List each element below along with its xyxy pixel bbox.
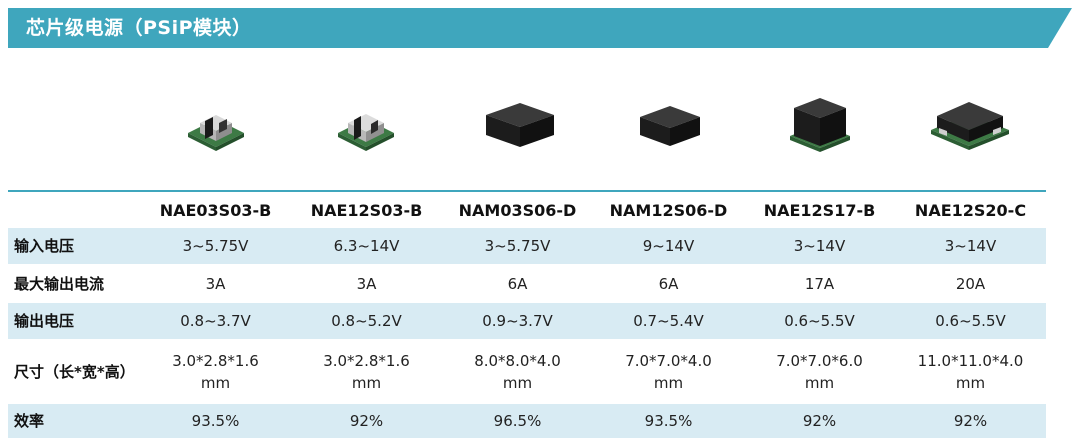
section-banner: 芯片级电源（PSiP模块） (8, 8, 1072, 48)
dimension-value: 7.0*7.0*6.0 (776, 351, 863, 370)
table-cell: 0.6~5.5V (744, 302, 895, 340)
table-cell: 3A (291, 264, 442, 303)
table-cell: 3~14V (744, 228, 895, 265)
row-label: 输出电压 (8, 302, 140, 340)
table-row: 输出电压 0.8~3.7V 0.8~5.2V 0.9~3.7V 0.7~5.4V… (8, 302, 1046, 340)
column-header: NAE12S03-B (291, 190, 442, 228)
table-row: 尺寸（长*宽*高） 3.0*2.8*1.6 mm 3.0*2.8*1.6 mm 8.… (8, 339, 1046, 404)
product-image-nae03s03-b (140, 80, 290, 170)
row-label: 尺寸（长*宽*高） (8, 339, 140, 404)
table-cell: 3.0*2.8*1.6 mm (140, 339, 291, 404)
table-cell: 0.8~5.2V (291, 302, 442, 340)
table-cell: 93.5% (140, 403, 291, 439)
product-image-nae12s03-b (290, 80, 440, 170)
chip-black-cube-green-board-icon (790, 98, 850, 152)
dimension-value: 8.0*8.0*4.0 (474, 351, 561, 370)
table-cell: 92% (744, 403, 895, 439)
table-cell: 92% (291, 403, 442, 439)
table-cell: 6A (442, 264, 593, 303)
spec-table: NAE03S03-B NAE12S03-B NAM03S06-D NAM12S0… (8, 190, 1046, 439)
table-cell: 3~5.75V (140, 228, 291, 265)
table-cell: 11.0*11.0*4.0 mm (895, 339, 1046, 404)
table-cell: 7.0*7.0*6.0 mm (744, 339, 895, 404)
dimension-value: 11.0*11.0*4.0 (917, 351, 1024, 370)
section-title: 芯片级电源（PSiP模块） (26, 17, 252, 39)
dimension-unit: mm (653, 373, 684, 392)
column-header: NAM03S06-D (442, 190, 593, 228)
table-cell: 7.0*7.0*4.0 mm (593, 339, 744, 404)
table-header-row: NAE03S03-B NAE12S03-B NAM03S06-D NAM12S0… (8, 190, 1046, 228)
dimension-unit: mm (351, 373, 382, 392)
table-cell: 3~5.75V (442, 228, 593, 265)
chip-black-square-icon (486, 103, 554, 147)
dimension-unit: mm (955, 373, 986, 392)
table-cell: 6A (593, 264, 744, 303)
table-cell: 96.5% (442, 403, 593, 439)
table-cell: 17A (744, 264, 895, 303)
dimension-unit: mm (200, 373, 231, 392)
column-header: NAE12S20-C (895, 190, 1046, 228)
table-cell: 20A (895, 264, 1046, 303)
table-cell: 9~14V (593, 228, 744, 265)
chip-small-green-board-icon (188, 115, 244, 151)
table-cell: 92% (895, 403, 1046, 439)
chip-small-green-board-icon (338, 114, 394, 151)
chip-black-wide-green-board-icon (931, 102, 1009, 150)
row-label: 输入电压 (8, 228, 140, 265)
row-label: 最大输出电流 (8, 264, 140, 303)
dimension-unit: mm (502, 373, 533, 392)
column-header: NAM12S06-D (593, 190, 744, 228)
column-header: NAE12S17-B (744, 190, 895, 228)
table-cell: 0.9~3.7V (442, 302, 593, 340)
chip-black-square-icon (640, 106, 700, 146)
dimension-unit: mm (804, 373, 835, 392)
table-row: 输入电压 3~5.75V 6.3~14V 3~5.75V 9~14V 3~14V… (8, 228, 1046, 265)
dimension-value: 3.0*2.8*1.6 (323, 351, 410, 370)
column-header-empty (8, 190, 140, 228)
product-image-nae12s20-c (895, 80, 1045, 170)
product-image-nam12s06-d (595, 80, 745, 170)
table-cell: 0.6~5.5V (895, 302, 1046, 340)
table-cell: 6.3~14V (291, 228, 442, 265)
row-label: 效率 (8, 403, 140, 439)
product-image-nae12s17-b (745, 80, 895, 170)
table-cell: 0.7~5.4V (593, 302, 744, 340)
table-row: 最大输出电流 3A 3A 6A 6A 17A 20A (8, 264, 1046, 303)
table-row: 效率 93.5% 92% 96.5% 93.5% 92% 92% (8, 403, 1046, 439)
banner-background (8, 8, 1072, 48)
table-cell: 3.0*2.8*1.6 mm (291, 339, 442, 404)
table-cell: 8.0*8.0*4.0 mm (442, 339, 593, 404)
product-image-nam03s06-d (445, 80, 595, 170)
column-header: NAE03S03-B (140, 190, 291, 228)
dimension-value: 3.0*2.8*1.6 (172, 351, 259, 370)
table-cell: 3A (140, 264, 291, 303)
dimension-value: 7.0*7.0*4.0 (625, 351, 712, 370)
product-images-row (140, 80, 1040, 170)
table-cell: 3~14V (895, 228, 1046, 265)
table-cell: 93.5% (593, 403, 744, 439)
table-cell: 0.8~3.7V (140, 302, 291, 340)
